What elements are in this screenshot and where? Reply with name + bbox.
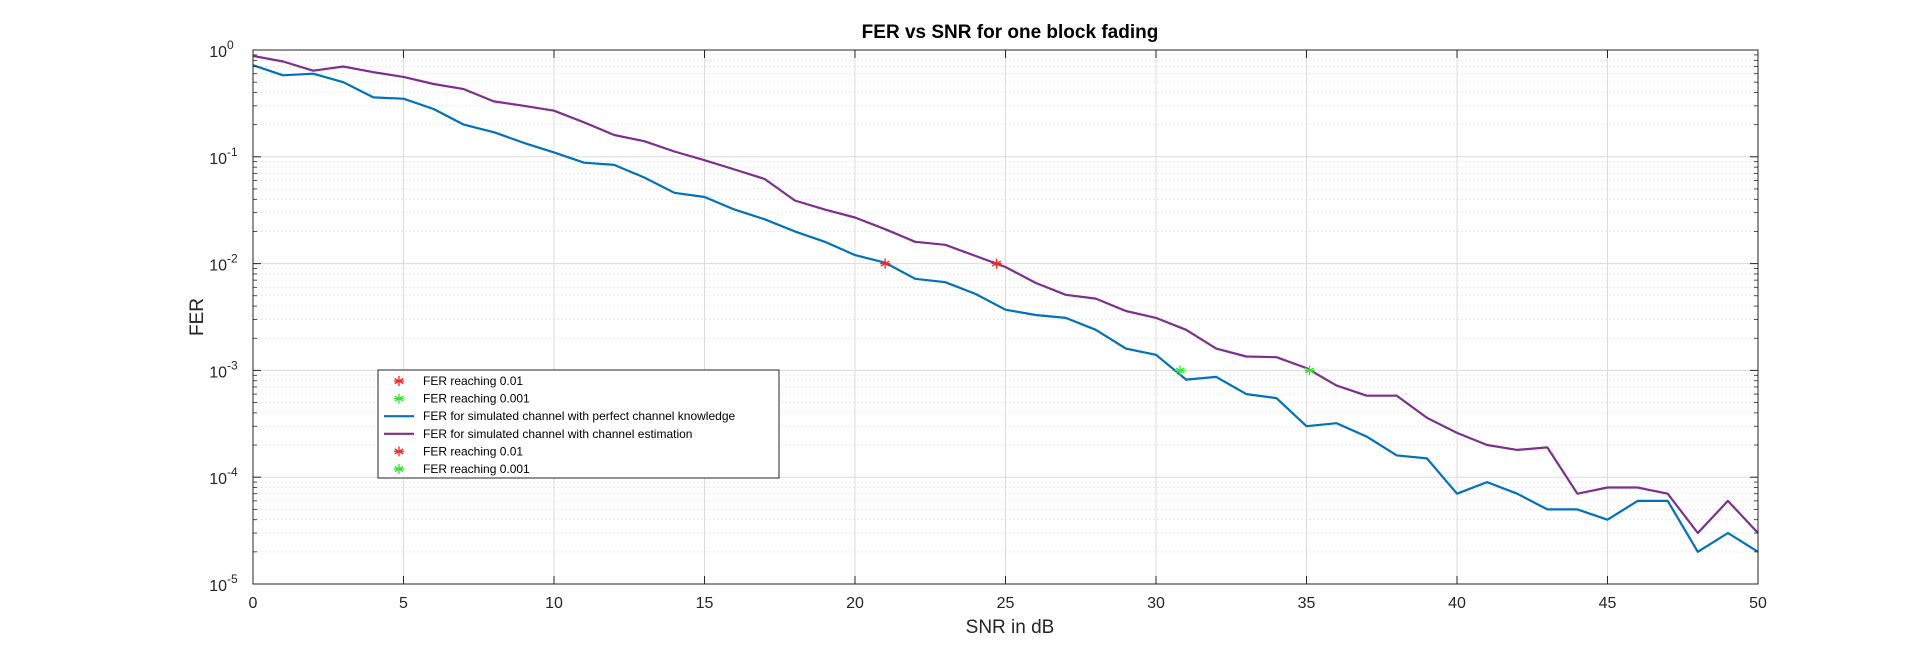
legend-entry: FER reaching 0.01 bbox=[394, 444, 523, 458]
y-tick-exponent: -4 bbox=[227, 465, 238, 479]
y-tick-label: 10 bbox=[209, 151, 227, 168]
y-tick-label: 10 bbox=[209, 258, 227, 275]
x-tick-label: 15 bbox=[696, 595, 714, 612]
x-tick-label: 35 bbox=[1298, 595, 1316, 612]
legend-swatch bbox=[394, 393, 404, 404]
x-tick-label: 0 bbox=[249, 595, 258, 612]
marker-point-1 bbox=[880, 258, 891, 269]
marker-point-2 bbox=[1175, 365, 1186, 376]
series-line-1 bbox=[252, 64, 1759, 553]
chart-title: FER vs SNR for one block fading bbox=[862, 22, 1159, 43]
y-tick-exponent: -5 bbox=[227, 572, 238, 586]
x-tick-label: 45 bbox=[1599, 595, 1617, 612]
marker-point-1 bbox=[991, 258, 1002, 269]
series-layer bbox=[252, 54, 1759, 553]
legend-label: FER reaching 0.01 bbox=[423, 444, 523, 458]
x-tick-labels: 0 5 10 15 20 25 30 35 40 45 50 bbox=[249, 595, 1767, 612]
x-tick-label: 20 bbox=[846, 595, 864, 612]
legend-entry: FER reaching 0.001 bbox=[394, 392, 530, 406]
marker-point-2 bbox=[1304, 365, 1315, 376]
x-tick-label: 40 bbox=[1448, 595, 1466, 612]
legend-entry: FER for simulated channel with channel e… bbox=[384, 427, 692, 441]
series-line-2 bbox=[252, 54, 1759, 535]
legend-swatch bbox=[394, 464, 404, 474]
y-tick-exponent: -3 bbox=[227, 358, 238, 372]
x-tick-label: 25 bbox=[997, 595, 1015, 612]
legend-label: FER reaching 0.001 bbox=[423, 392, 530, 406]
y-tick-label: 10 bbox=[209, 578, 227, 595]
axes-frame bbox=[252, 49, 1759, 585]
legend-entry: FER for simulated channel with perfect c… bbox=[384, 409, 735, 423]
legend-swatch bbox=[394, 376, 404, 386]
y-tick-label: 10 bbox=[209, 471, 227, 488]
x-tick-label: 5 bbox=[399, 595, 408, 612]
legend-entry: FER reaching 0.01 bbox=[394, 374, 523, 388]
x-tick-label: 30 bbox=[1147, 595, 1165, 612]
y-tick-exponent: -2 bbox=[227, 252, 238, 266]
y-tick-label: 10 bbox=[209, 364, 227, 381]
legend-label: FER for simulated channel with channel e… bbox=[423, 427, 692, 441]
legend-label: FER for simulated channel with perfect c… bbox=[423, 409, 735, 423]
legend-entry: FER reaching 0.001 bbox=[394, 462, 530, 476]
y-axis-label: FER bbox=[187, 298, 208, 336]
y-tick-label: 10 bbox=[209, 44, 227, 61]
y-tick-exponent: -1 bbox=[227, 145, 238, 159]
legend-swatch bbox=[394, 446, 404, 457]
marker-layer bbox=[880, 258, 1315, 376]
legend-label: FER reaching 0.01 bbox=[423, 374, 523, 388]
legend-box bbox=[377, 369, 780, 479]
x-tick-label: 10 bbox=[545, 595, 563, 612]
legend: FER reaching 0.01 FER reaching 0.001 FER f… bbox=[377, 369, 780, 479]
x-axis-label: SNR in dB bbox=[966, 617, 1055, 638]
x-tick-label: 50 bbox=[1749, 595, 1767, 612]
legend-label: FER reaching 0.001 bbox=[423, 462, 530, 476]
y-tick-exponent: 0 bbox=[227, 38, 234, 52]
